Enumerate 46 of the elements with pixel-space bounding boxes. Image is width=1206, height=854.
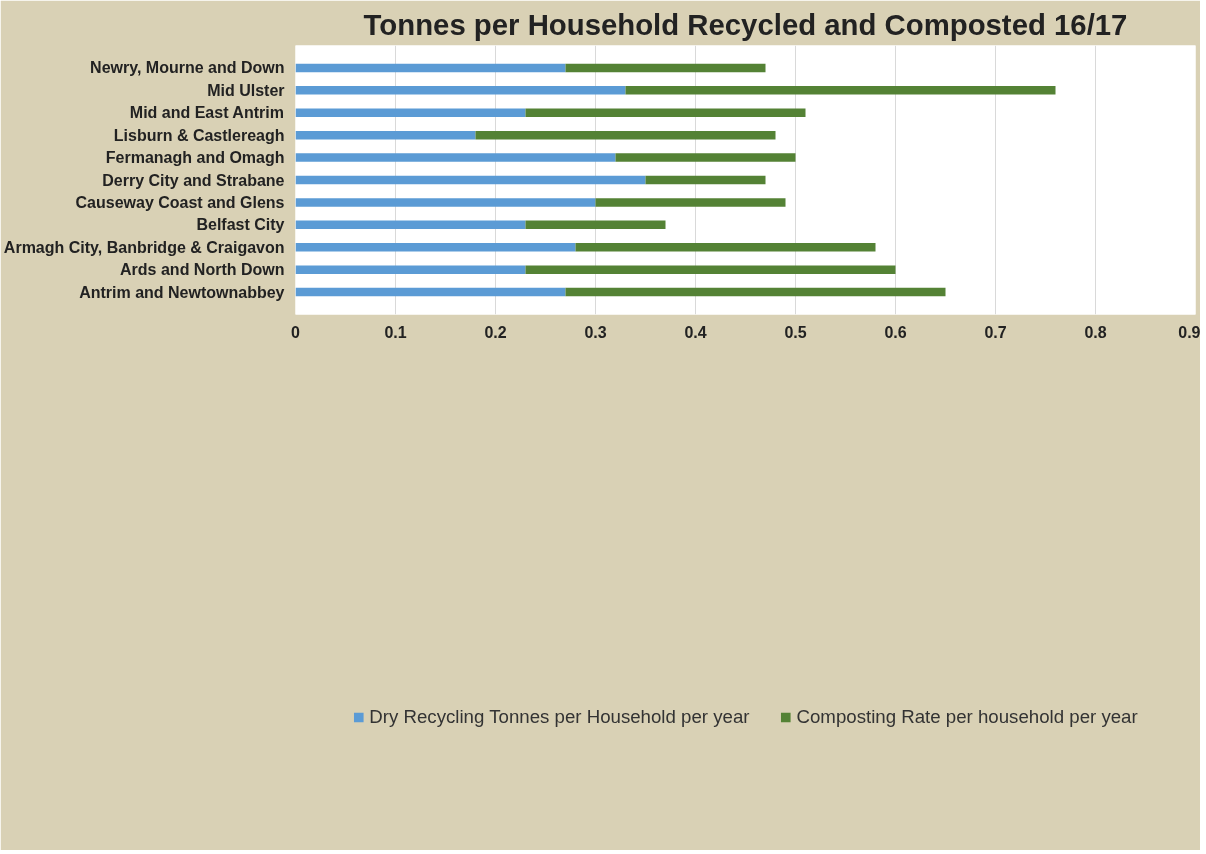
bar <box>575 242 876 252</box>
bar <box>295 153 616 162</box>
bar <box>525 220 666 230</box>
bar <box>295 220 526 230</box>
legend-label: Composting Rate per household per year <box>796 706 1138 728</box>
x-tick-label: 0.1 <box>384 323 407 341</box>
bar <box>565 63 766 73</box>
bar <box>475 130 776 140</box>
x-tick-label: 0.6 <box>884 323 907 341</box>
y-tick-label: Ards and North Down <box>120 261 285 279</box>
bar <box>295 108 526 118</box>
bar <box>595 198 786 207</box>
y-tick-label: Derry City and Strabane <box>102 171 285 189</box>
y-tick-label: Fermanagh and Omagh <box>105 149 285 167</box>
bar <box>295 63 566 73</box>
y-tick-label: Armagh City, Banbridge & Craigavon <box>3 238 285 256</box>
x-tick-label: 0.7 <box>984 323 1007 341</box>
bar <box>525 265 896 274</box>
y-tick-label: Belfast City <box>196 216 285 234</box>
y-tick-label: Mid Ulster <box>207 81 285 99</box>
bar <box>295 86 626 95</box>
x-tick-label: 0.5 <box>784 323 807 341</box>
y-tick-label: Lisburn & Castlereagh <box>113 126 285 144</box>
bar <box>295 242 576 252</box>
bar <box>615 153 796 162</box>
x-tick-label: 0.9 <box>1178 323 1201 341</box>
bar <box>525 108 806 118</box>
bar <box>295 287 566 297</box>
bar <box>565 287 946 297</box>
y-tick-label: Antrim and Newtownabbey <box>79 283 285 301</box>
x-tick-label: 0.3 <box>584 323 607 341</box>
bar <box>295 175 646 185</box>
bar <box>295 265 526 274</box>
y-tick-label: Mid and East Antrim <box>129 104 284 122</box>
legend-label: Dry Recycling Tonnes per Household per year <box>369 706 750 728</box>
bar <box>645 175 766 185</box>
bar <box>625 86 1056 95</box>
y-tick-label: Newry, Mourne and Down <box>90 59 285 77</box>
x-tick-label: 0.8 <box>1084 323 1107 341</box>
chart-title: Tonnes per Household Recycled and Composted 16/17 <box>363 7 1128 41</box>
x-tick-label: 0.2 <box>484 323 507 341</box>
bar <box>295 198 596 207</box>
x-tick-label: 0.4 <box>684 323 707 341</box>
x-tick-label: 0 <box>291 323 301 341</box>
bar <box>295 130 476 140</box>
y-tick-label: Causeway Coast and Glens <box>75 193 285 211</box>
